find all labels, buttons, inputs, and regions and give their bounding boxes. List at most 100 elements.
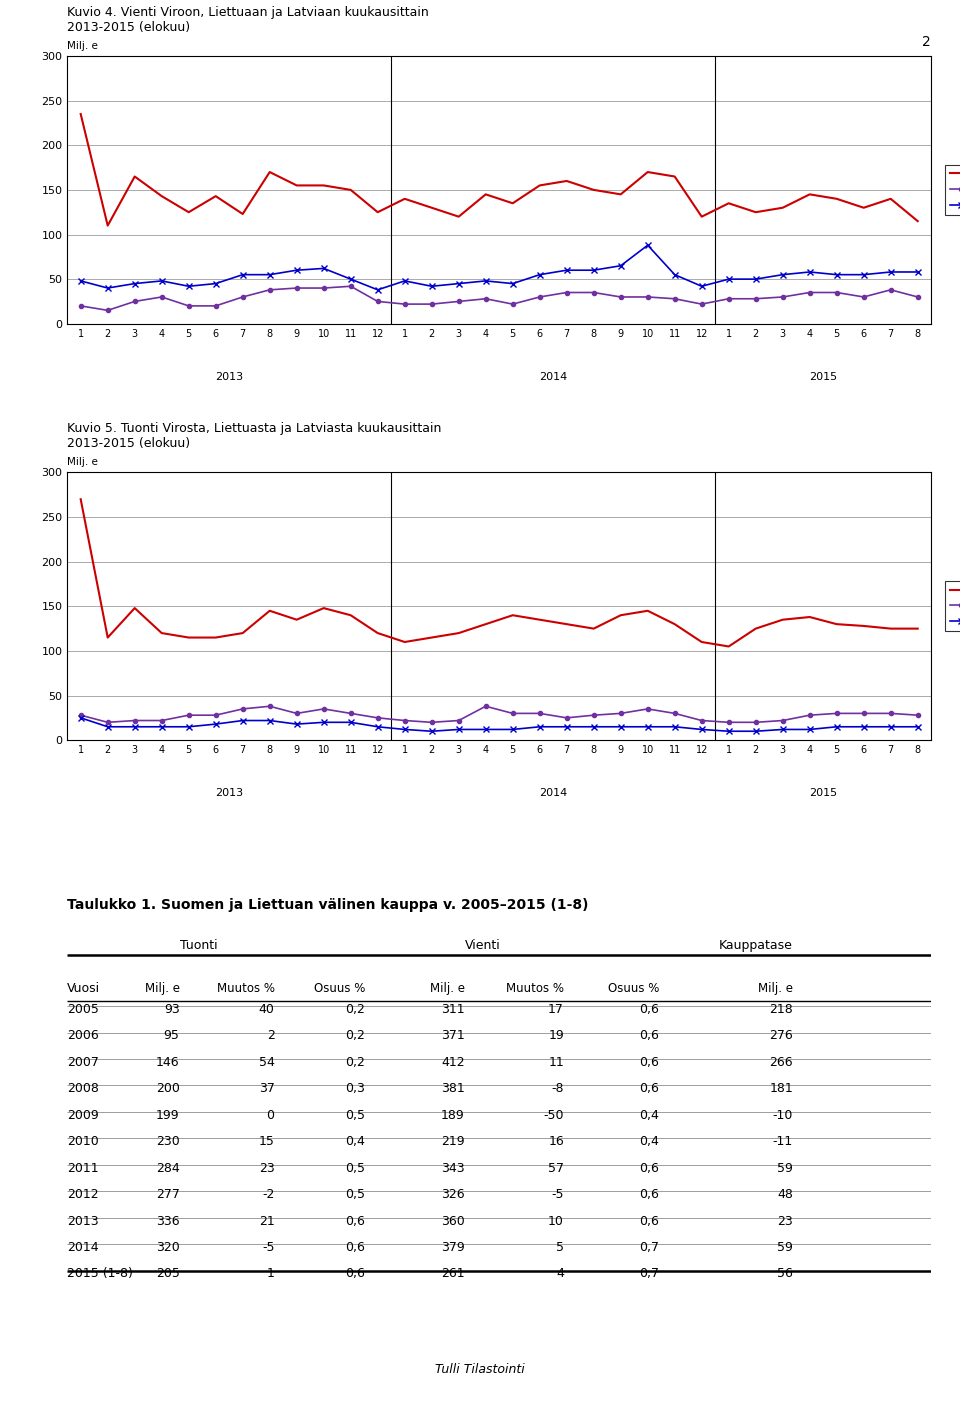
Text: 0,6: 0,6 [639,1030,659,1042]
Text: Kuvio 5. Tuonti Virosta, Liettuasta ja Latviasta kuukausittain
2013-2015 (elokuu: Kuvio 5. Tuonti Virosta, Liettuasta ja L… [67,423,442,451]
Text: 15: 15 [258,1135,275,1149]
Text: 2015: 2015 [809,789,837,799]
Text: 54: 54 [258,1056,275,1069]
Text: 0,7: 0,7 [639,1268,659,1281]
Text: 199: 199 [156,1108,180,1122]
Text: Osuus %: Osuus % [314,982,365,995]
Text: Tulli Tilastointi: Tulli Tilastointi [435,1363,525,1376]
Text: Vuosi: Vuosi [67,982,101,995]
Text: 0,6: 0,6 [639,1082,659,1096]
Text: Milj. e: Milj. e [430,982,465,995]
Text: 2015: 2015 [809,371,837,382]
Text: 261: 261 [441,1268,465,1281]
Text: 219: 219 [441,1135,465,1149]
Text: 2013: 2013 [215,789,243,799]
Text: 326: 326 [441,1188,465,1201]
Text: Osuus %: Osuus % [608,982,659,995]
Text: -50: -50 [543,1108,564,1122]
Text: -11: -11 [773,1135,793,1149]
Text: 40: 40 [258,1003,275,1016]
Text: 23: 23 [259,1161,275,1174]
Text: -5: -5 [551,1188,564,1201]
Text: 343: 343 [441,1161,465,1174]
Text: 2010: 2010 [67,1135,99,1149]
Text: 0,5: 0,5 [346,1161,365,1174]
Text: 277: 277 [156,1188,180,1201]
Text: 320: 320 [156,1241,180,1254]
Text: 2005: 2005 [67,1003,99,1016]
Text: 0,2: 0,2 [346,1003,365,1016]
Text: 284: 284 [156,1161,180,1174]
Text: -2: -2 [262,1188,275,1201]
Text: 0,2: 0,2 [346,1056,365,1069]
Text: 0,6: 0,6 [639,1003,659,1016]
Text: Kauppatase: Kauppatase [719,939,793,953]
Text: 0,6: 0,6 [639,1188,659,1201]
Text: 57: 57 [548,1161,564,1174]
Text: 2009: 2009 [67,1108,99,1122]
Text: 336: 336 [156,1215,180,1227]
Text: Milj. e: Milj. e [145,982,180,995]
Text: 2013: 2013 [67,1215,99,1227]
Text: 0,4: 0,4 [639,1108,659,1122]
Text: 0,4: 0,4 [346,1135,365,1149]
Text: 360: 360 [441,1215,465,1227]
Text: 2013: 2013 [215,371,243,382]
Text: 16: 16 [548,1135,564,1149]
Text: 37: 37 [258,1082,275,1096]
Text: 11: 11 [548,1056,564,1069]
Text: 276: 276 [769,1030,793,1042]
Text: 181: 181 [769,1082,793,1096]
Text: 0,7: 0,7 [639,1241,659,1254]
Text: 48: 48 [777,1188,793,1201]
Text: 0,3: 0,3 [346,1082,365,1096]
Text: Muutos %: Muutos % [217,982,275,995]
Text: 0,6: 0,6 [639,1056,659,1069]
Text: 0,4: 0,4 [639,1135,659,1149]
Text: 2011: 2011 [67,1161,99,1174]
Text: -10: -10 [773,1108,793,1122]
Text: 205: 205 [156,1268,180,1281]
Text: 266: 266 [769,1056,793,1069]
Text: Milj. e: Milj. e [758,982,793,995]
Text: 2008: 2008 [67,1082,99,1096]
Text: Tuonti: Tuonti [180,939,217,953]
Text: 379: 379 [441,1241,465,1254]
Text: 230: 230 [156,1135,180,1149]
Text: 0,6: 0,6 [639,1161,659,1174]
Text: -5: -5 [262,1241,275,1254]
Text: 2014: 2014 [67,1241,99,1254]
Legend: Viro, Liettua, Latvia: Viro, Liettua, Latvia [946,165,960,214]
Text: 95: 95 [163,1030,180,1042]
Legend: Viro, Liettua, Latvia: Viro, Liettua, Latvia [946,581,960,632]
Text: 2: 2 [923,35,931,49]
Text: -8: -8 [551,1082,564,1096]
Text: 2014: 2014 [540,789,567,799]
Text: 2006: 2006 [67,1030,99,1042]
Text: 0,6: 0,6 [346,1215,365,1227]
Text: 311: 311 [441,1003,465,1016]
Text: Muutos %: Muutos % [506,982,564,995]
Text: 381: 381 [441,1082,465,1096]
Text: Milj. e: Milj. e [67,457,98,467]
Text: 2014: 2014 [540,371,567,382]
Text: 19: 19 [548,1030,564,1042]
Text: 2: 2 [267,1030,275,1042]
Text: Milj. e: Milj. e [67,41,98,50]
Text: 189: 189 [441,1108,465,1122]
Text: 1: 1 [267,1268,275,1281]
Text: 0,5: 0,5 [346,1108,365,1122]
Text: 17: 17 [548,1003,564,1016]
Text: 21: 21 [259,1215,275,1227]
Text: 93: 93 [164,1003,180,1016]
Text: 412: 412 [441,1056,465,1069]
Text: 0,6: 0,6 [639,1215,659,1227]
Text: 2007: 2007 [67,1056,99,1069]
Text: 2015 (1-8): 2015 (1-8) [67,1268,133,1281]
Text: 5: 5 [556,1241,564,1254]
Text: 218: 218 [769,1003,793,1016]
Text: Taulukko 1. Suomen ja Liettuan välinen kauppa v. 2005–2015 (1-8): Taulukko 1. Suomen ja Liettuan välinen k… [67,898,588,912]
Text: 0,6: 0,6 [346,1241,365,1254]
Text: 23: 23 [778,1215,793,1227]
Text: 59: 59 [777,1161,793,1174]
